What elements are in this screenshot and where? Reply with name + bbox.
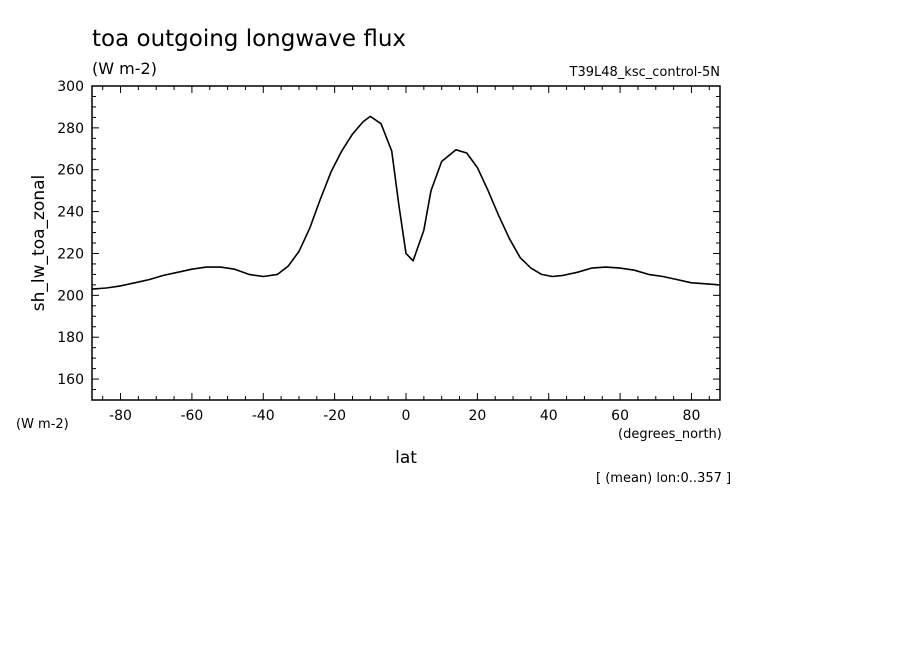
x-tick-label: -40	[252, 408, 275, 424]
y-tick-label: 260	[57, 163, 84, 179]
y-tick-label: 240	[57, 205, 84, 221]
y-axis-title: sh_lw_toa_zonal	[29, 175, 49, 311]
axis-ticks	[92, 86, 720, 400]
x-tick-label: -60	[180, 408, 203, 424]
series-line	[91, 115, 721, 290]
x-tick-label: 80	[683, 408, 701, 424]
y-tick-label: 160	[57, 372, 84, 388]
y-tick-label: 280	[57, 121, 84, 137]
x-tick-labels: -80 -60 -40 -20 0 20 40 60 80	[109, 408, 700, 424]
x-tick-label: -80	[109, 408, 132, 424]
chart-title: toa outgoing longwave flux	[92, 26, 406, 52]
y-units-label: (W m-2)	[16, 417, 69, 432]
y-tick-label: 300	[57, 79, 84, 95]
y-tick-labels: 160 180 200 220 240 260 280 300	[57, 79, 84, 388]
x-units-label: (degrees_north)	[618, 427, 722, 442]
x-tick-label: 40	[540, 408, 558, 424]
y-tick-label: 200	[57, 288, 84, 304]
plot-frame	[91, 85, 721, 401]
y-tick-label: 220	[57, 246, 84, 262]
x-tick-label: 0	[402, 408, 411, 424]
x-tick-label: 60	[611, 408, 629, 424]
footnote: [ (mean) lon:0..357 ]	[596, 471, 731, 486]
x-tick-label: 20	[468, 408, 486, 424]
x-axis-title: lat	[395, 448, 417, 468]
run-label: T39L48_ksc_control-5N	[569, 65, 720, 80]
y-tick-label: 180	[57, 330, 84, 346]
chart-subtitle: (W m-2)	[92, 59, 157, 78]
x-tick-label: -20	[323, 408, 346, 424]
